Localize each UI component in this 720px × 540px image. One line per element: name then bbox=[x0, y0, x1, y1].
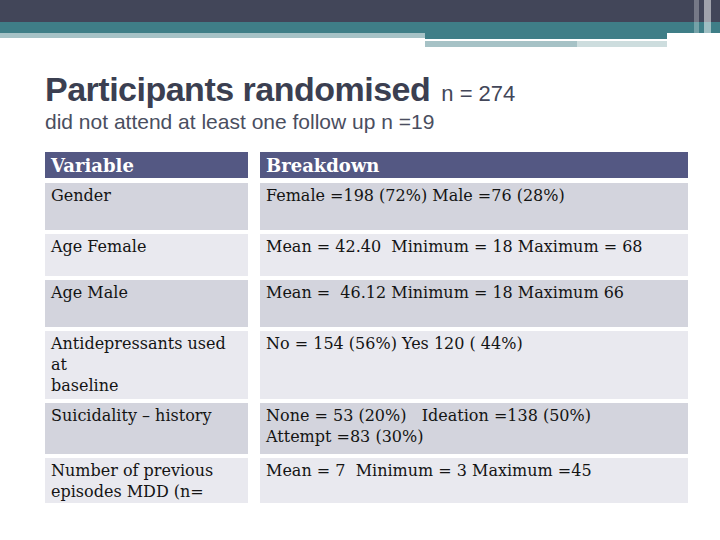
table-header-breakdown: Breakdown bbox=[260, 152, 688, 178]
variable-cell: Suicidality – history bbox=[45, 403, 248, 454]
top-bar-sage-accent bbox=[425, 41, 577, 47]
breakdown-cell: None = 53 (20%) Ideation =138 (50%) Atte… bbox=[260, 403, 688, 454]
breakdown-cell: No = 154 (56%) Yes 120 ( 44%) bbox=[260, 331, 688, 399]
breakdown-cell: Mean = 7 Minimum = 3 Maximum =45 bbox=[260, 458, 688, 503]
table-row: Number of previous episodes MDD (n= 240)… bbox=[45, 458, 688, 503]
table-row: Age Male Mean = 46.12 Minimum = 18 Maxim… bbox=[45, 280, 688, 327]
table-row: Antidepressants used at baseline No = 15… bbox=[45, 331, 688, 399]
stats-table: Variable Breakdown Gender Female =198 (7… bbox=[45, 152, 688, 507]
table-header-variable: Variable bbox=[45, 152, 248, 178]
variable-cell: Age Female bbox=[45, 234, 248, 276]
top-bar-teal-extension bbox=[425, 33, 667, 39]
stats-table-body: Gender Female =198 (72%) Male =76 (28%) … bbox=[45, 183, 688, 503]
table-row: Suicidality – history None = 53 (20%) Id… bbox=[45, 403, 688, 454]
variable-cell: Number of previous episodes MDD (n= 240) bbox=[45, 458, 248, 503]
slide-subtitle: did not attend at least one follow up n … bbox=[45, 111, 434, 132]
slide-title-line: Participants randomised n = 274 bbox=[45, 72, 515, 106]
variable-cell: Age Male bbox=[45, 280, 248, 327]
breakdown-cell: Mean = 46.12 Minimum = 18 Maximum 66 bbox=[260, 280, 688, 327]
table-header-row: Variable Breakdown bbox=[45, 152, 688, 178]
top-bar-teal bbox=[0, 22, 720, 33]
corner-stripe-accent bbox=[704, 0, 711, 50]
slide-title: Participants randomised bbox=[45, 72, 430, 106]
variable-cell: Gender bbox=[45, 183, 248, 230]
top-bar-pale-accent bbox=[577, 41, 667, 47]
table-row: Age Female Mean = 42.40 Minimum = 18 Max… bbox=[45, 234, 688, 276]
table-row: Gender Female =198 (72%) Male =76 (28%) bbox=[45, 183, 688, 230]
top-bar-sage bbox=[0, 33, 425, 38]
top-bar-dark bbox=[0, 0, 720, 22]
corner-stripe-accent bbox=[694, 0, 699, 47]
slide-title-n-count: n = 274 bbox=[441, 83, 515, 105]
breakdown-cell: Female =198 (72%) Male =76 (28%) bbox=[260, 183, 688, 230]
breakdown-cell: Mean = 42.40 Minimum = 18 Maximum = 68 bbox=[260, 234, 688, 276]
variable-cell: Antidepressants used at baseline bbox=[45, 331, 248, 399]
